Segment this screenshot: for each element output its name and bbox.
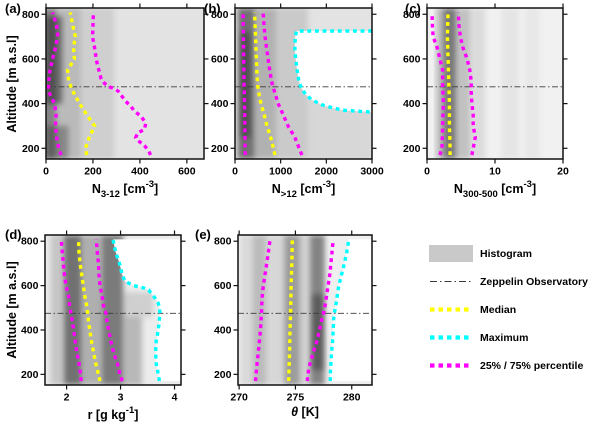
panel-a-letter: (a) (5, 1, 21, 16)
svg-text:0: 0 (232, 166, 238, 178)
histogram-swatch (429, 245, 473, 262)
legend-label-percentile: 25% / 75% percentile (480, 359, 584, 372)
svg-text:800: 800 (403, 9, 421, 21)
svg-text:600: 600 (214, 280, 232, 292)
svg-text:3000: 3000 (360, 166, 384, 178)
panel-e-letter: (e) (195, 227, 211, 242)
svg-text:275: 275 (287, 392, 305, 404)
panel-c-xaxis-label: N300-500 [cm-3] (453, 179, 537, 200)
panel-c-plot: 0 10 20 200 400 600 800 (403, 3, 569, 178)
legend-label-median: Median (480, 303, 517, 316)
maximum-line-swatch (429, 329, 473, 346)
svg-text:600: 600 (178, 166, 196, 178)
panel-d-plot: 2 3 4 200 400 600 800 (21, 230, 186, 404)
svg-text:200: 200 (211, 143, 229, 155)
legend-item-histogram: Histogram (429, 245, 588, 262)
svg-text:800: 800 (211, 9, 229, 21)
svg-text:400: 400 (403, 98, 421, 110)
panel-d-xaxis-label: r [g kg-1] (87, 405, 139, 422)
svg-text:400: 400 (22, 98, 40, 110)
panel-d-letter: (d) (5, 227, 22, 242)
svg-text:3: 3 (118, 392, 124, 404)
svg-text:2000: 2000 (315, 166, 339, 178)
svg-text:200: 200 (22, 143, 40, 155)
svg-text:4: 4 (172, 392, 178, 404)
legend-item-maximum: Maximum (429, 329, 588, 346)
svg-text:2: 2 (64, 392, 70, 404)
svg-text:400: 400 (211, 98, 229, 110)
legend-item-median: Median (429, 301, 588, 318)
legend-item-zeppelin: Zeppelin Observatory (429, 273, 588, 290)
altitude-axis-label-top-row: Altitude [m a.s.l] (5, 34, 19, 133)
panel-e-plot: 270 275 280 200 400 600 800 (214, 230, 377, 404)
panel-b-xaxis-label: N>12 [cm-3] (271, 179, 336, 200)
svg-text:200: 200 (21, 369, 39, 381)
altitude-axis-label-bottom-row: Altitude [m a.s.l] (5, 261, 19, 359)
svg-text:400: 400 (214, 324, 232, 336)
panel-a-xaxis-label: N3-12 [cm-3] (91, 179, 159, 200)
svg-text:0: 0 (43, 166, 49, 178)
svg-text:280: 280 (343, 392, 361, 404)
svg-text:600: 600 (211, 53, 229, 65)
svg-text:600: 600 (22, 53, 40, 65)
legend-label-histogram: Histogram (480, 247, 532, 260)
svg-text:270: 270 (230, 392, 248, 404)
legend: Histogram Zeppelin Observatory Median Ma… (429, 245, 588, 374)
svg-text:1000: 1000 (269, 166, 293, 178)
legend-label-zeppelin: Zeppelin Observatory (480, 275, 588, 288)
legend-label-maximum: Maximum (480, 331, 529, 344)
percentile-line-swatch (429, 357, 473, 374)
zeppelin-line-swatch (429, 273, 473, 290)
panel-e-xaxis-label: θ [K] (291, 405, 319, 419)
panel-c-letter: (c) (405, 1, 421, 16)
legend-item-percentile: 25% / 75% percentile (429, 357, 588, 374)
panel-b-letter: (b) (204, 1, 221, 16)
panel-b-plot: 0 1000 2000 3000 200 400 600 800 (211, 3, 384, 178)
svg-text:400: 400 (131, 166, 149, 178)
svg-text:600: 600 (21, 280, 39, 292)
svg-text:400: 400 (21, 324, 39, 336)
svg-text:600: 600 (403, 53, 421, 65)
svg-text:200: 200 (84, 166, 102, 178)
svg-text:800: 800 (214, 236, 232, 248)
svg-text:200: 200 (403, 143, 421, 155)
svg-text:800: 800 (22, 9, 40, 21)
svg-text:10: 10 (489, 166, 501, 178)
svg-text:200: 200 (214, 369, 232, 381)
svg-text:0: 0 (424, 166, 430, 178)
svg-text:800: 800 (21, 236, 39, 248)
median-line-swatch (429, 301, 473, 318)
svg-text:20: 20 (557, 166, 569, 178)
